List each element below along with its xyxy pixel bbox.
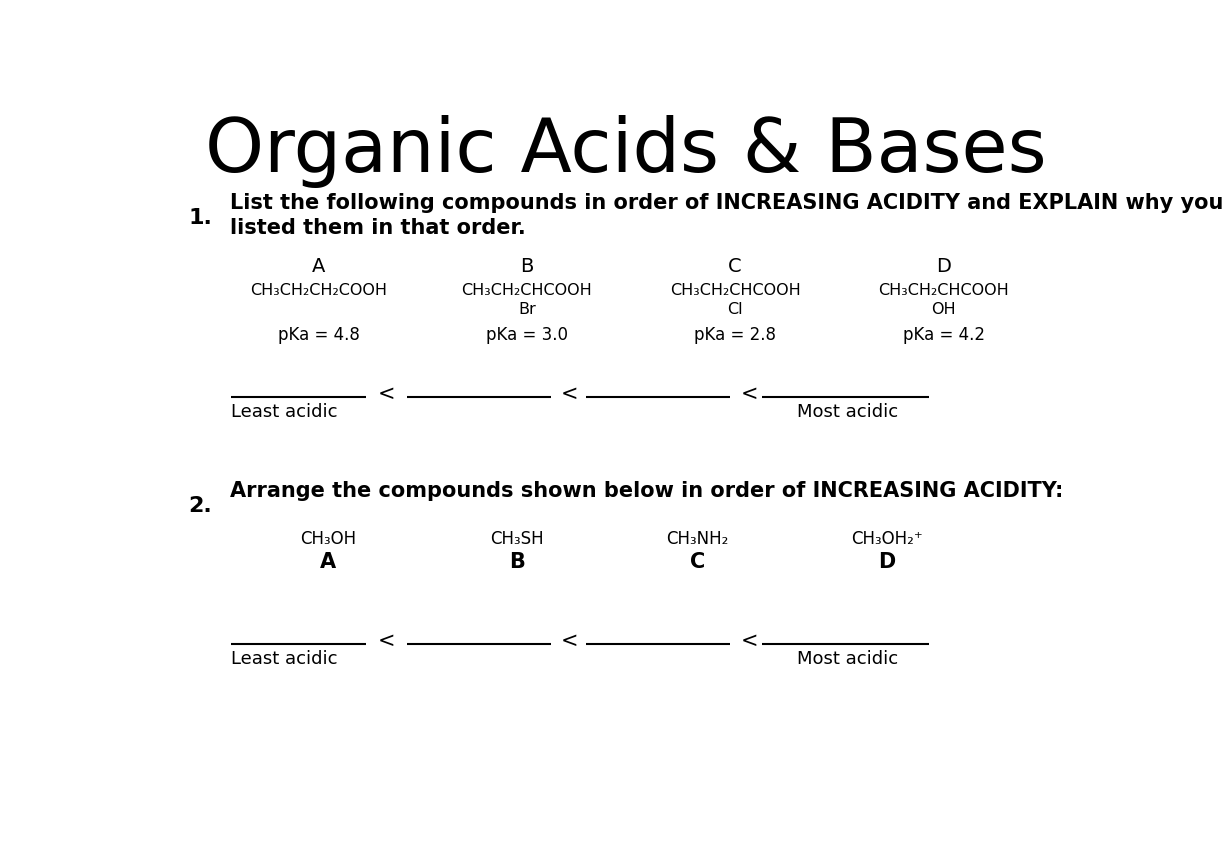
Text: C: C — [728, 258, 742, 276]
Text: A: A — [312, 258, 325, 276]
Text: CH₃CH₂CHCOOH: CH₃CH₂CHCOOH — [462, 283, 593, 298]
Text: pKa = 4.2: pKa = 4.2 — [903, 326, 985, 344]
Text: D: D — [936, 258, 951, 276]
Text: Most acidic: Most acidic — [797, 403, 898, 422]
Text: OH: OH — [931, 302, 956, 317]
Text: List the following compounds in order of INCREASING ACIDITY and EXPLAIN why you: List the following compounds in order of… — [231, 194, 1222, 213]
Text: CH₃SH: CH₃SH — [490, 530, 544, 547]
Text: <: < — [741, 384, 758, 404]
Text: <: < — [741, 631, 758, 650]
Text: Organic Acids & Bases: Organic Acids & Bases — [205, 115, 1047, 188]
Text: CH₃OH₂⁺: CH₃OH₂⁺ — [851, 530, 923, 547]
Text: pKa = 2.8: pKa = 2.8 — [694, 326, 776, 344]
Text: B: B — [510, 552, 525, 572]
Text: <: < — [378, 384, 396, 404]
Text: CH₃NH₂: CH₃NH₂ — [666, 530, 728, 547]
Text: pKa = 3.0: pKa = 3.0 — [486, 326, 568, 344]
Text: A: A — [320, 552, 336, 572]
Text: B: B — [521, 258, 534, 276]
Text: CH₃OH: CH₃OH — [299, 530, 356, 547]
Text: pKa = 4.8: pKa = 4.8 — [277, 326, 359, 344]
Text: Least acidic: Least acidic — [231, 650, 337, 668]
Text: Cl: Cl — [727, 302, 743, 317]
Text: Arrange the compounds shown below in order of INCREASING ACIDITY:: Arrange the compounds shown below in ord… — [231, 481, 1064, 502]
Text: <: < — [378, 631, 396, 650]
Text: <: < — [561, 631, 578, 650]
Text: listed them in that order.: listed them in that order. — [231, 218, 527, 238]
Text: <: < — [561, 384, 578, 404]
Text: CH₃CH₂CH₂COOH: CH₃CH₂CH₂COOH — [251, 283, 387, 298]
Text: C: C — [689, 552, 705, 572]
Text: D: D — [879, 552, 896, 572]
Text: CH₃CH₂CHCOOH: CH₃CH₂CHCOOH — [879, 283, 1009, 298]
Text: Br: Br — [518, 302, 535, 317]
Text: CH₃CH₂CHCOOH: CH₃CH₂CHCOOH — [670, 283, 800, 298]
Text: Least acidic: Least acidic — [231, 403, 337, 422]
Text: 1.: 1. — [188, 208, 213, 228]
Text: 2.: 2. — [188, 496, 213, 516]
Text: Most acidic: Most acidic — [797, 650, 898, 668]
